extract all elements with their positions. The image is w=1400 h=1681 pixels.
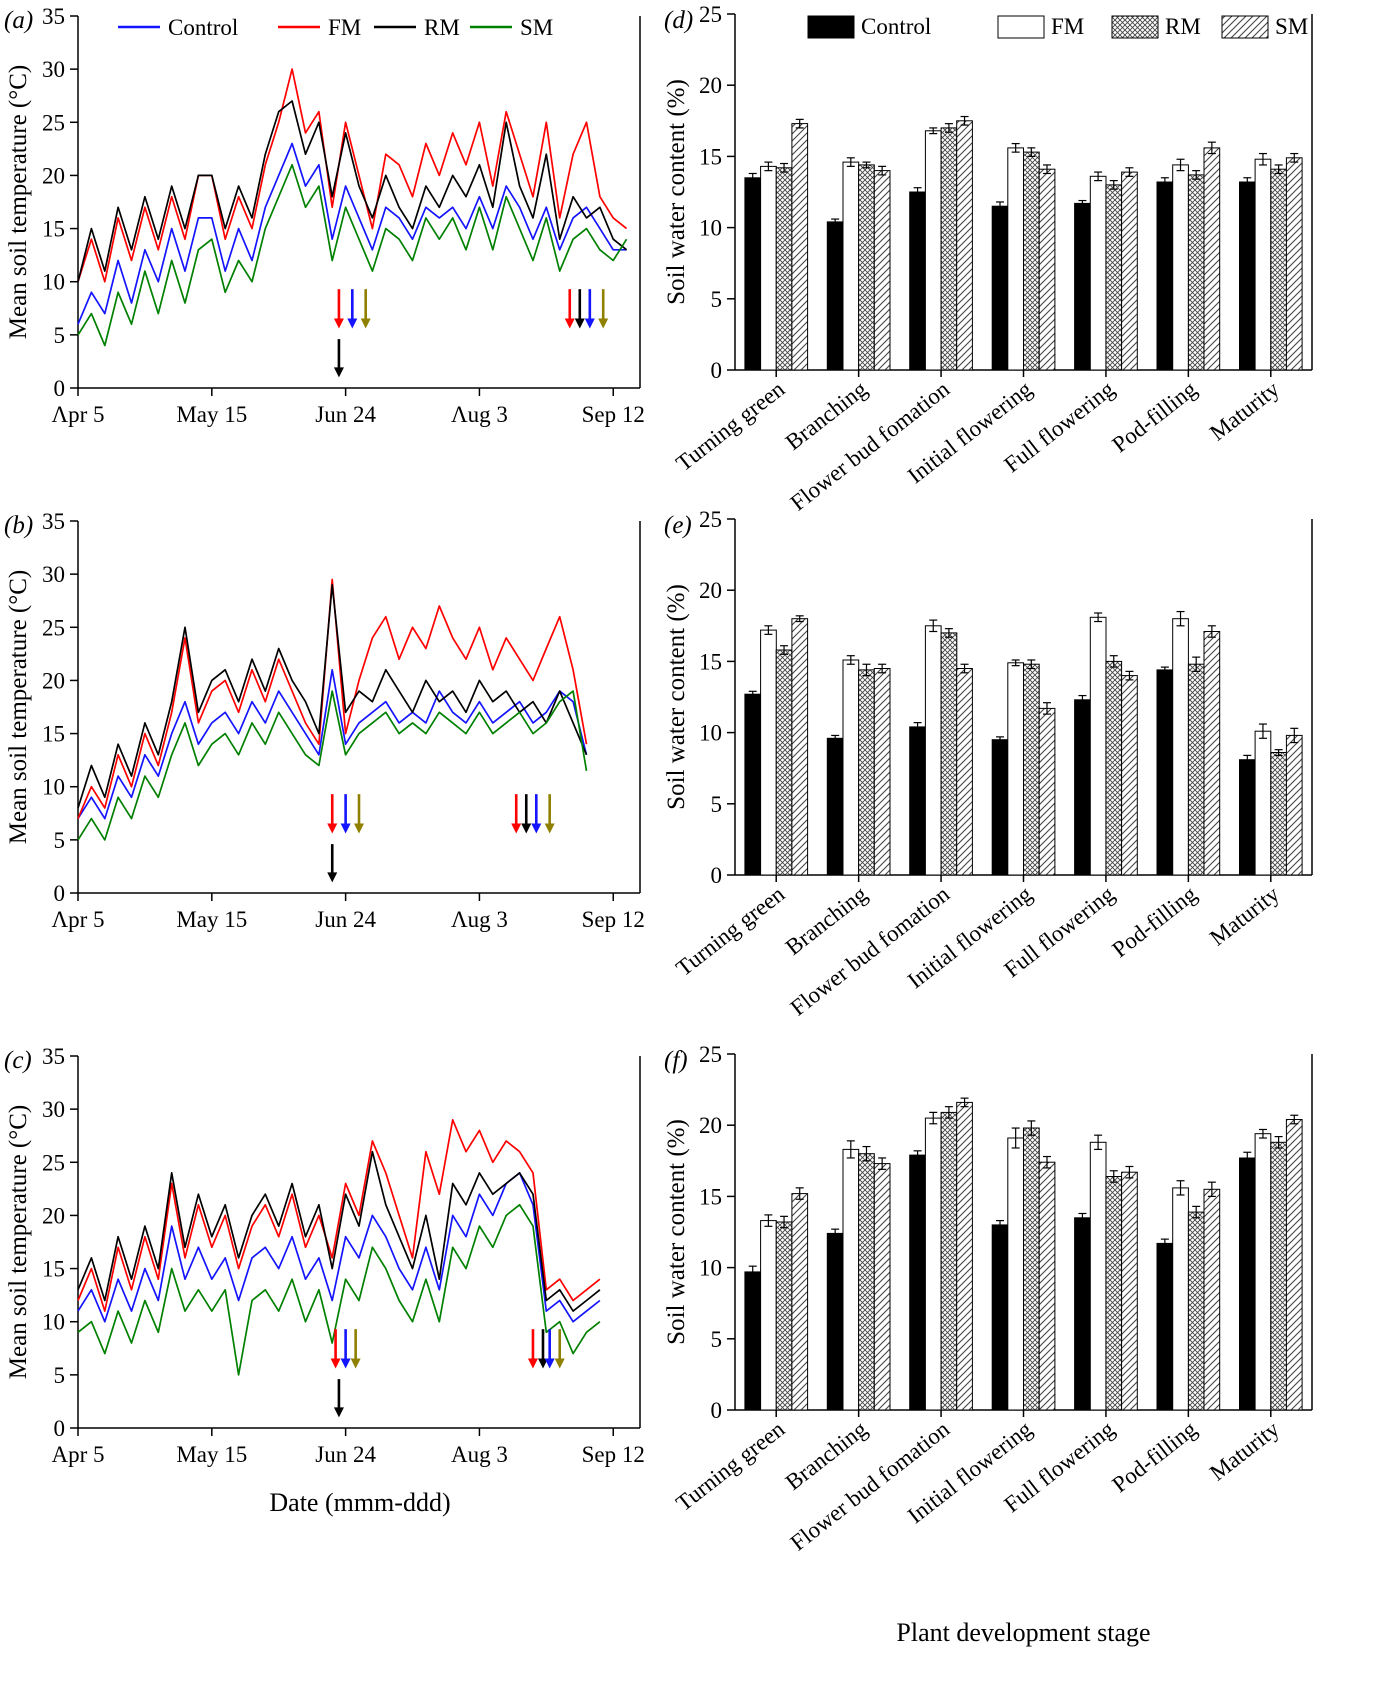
svg-text:May 15: May 15 [176, 1442, 247, 1467]
svg-text:Λpr 5: Λpr 5 [51, 402, 104, 427]
svg-text:Maturity: Maturity [1205, 881, 1284, 951]
svg-text:25: 25 [699, 507, 722, 532]
svg-text:0: 0 [54, 1416, 66, 1441]
svg-text:15: 15 [42, 1257, 65, 1282]
svg-text:Mean soil temperature (°C): Mean soil temperature (°C) [5, 570, 32, 845]
svg-text:Pod-filling: Pod-filling [1108, 881, 1202, 962]
svg-text:5: 5 [711, 1327, 723, 1352]
svg-text:15: 15 [42, 217, 65, 242]
svg-text:10: 10 [699, 1256, 722, 1281]
svg-text:Maturity: Maturity [1205, 1416, 1284, 1486]
svg-text:0: 0 [711, 358, 723, 383]
svg-text:Soil water content (%): Soil water content (%) [663, 79, 690, 305]
svg-text:10: 10 [699, 216, 722, 241]
svg-text:10: 10 [42, 775, 65, 800]
svg-text:20: 20 [699, 578, 722, 603]
svg-text:(a): (a) [4, 7, 33, 34]
svg-text:Sep 12: Sep 12 [582, 402, 645, 427]
svg-text:10: 10 [42, 270, 65, 295]
svg-text:35: 35 [42, 1044, 65, 1069]
svg-text:20: 20 [699, 73, 722, 98]
svg-text:25: 25 [42, 110, 65, 135]
svg-text:Apr 5: Apr 5 [51, 1442, 104, 1467]
svg-text:25: 25 [699, 2, 722, 27]
svg-text:0: 0 [711, 863, 723, 888]
svg-text:FM: FM [1051, 14, 1084, 39]
svg-text:Turning green: Turning green [671, 376, 789, 476]
svg-text:May 15: May 15 [176, 402, 247, 427]
svg-text:(e): (e) [664, 512, 692, 539]
svg-text:Maturity: Maturity [1205, 376, 1284, 446]
svg-text:15: 15 [699, 144, 722, 169]
svg-text:Jun 24: Jun 24 [315, 907, 376, 932]
svg-text:15: 15 [699, 649, 722, 674]
svg-text:25: 25 [42, 615, 65, 640]
svg-text:SM: SM [1275, 14, 1308, 39]
svg-text:15: 15 [42, 722, 65, 747]
svg-text:20: 20 [42, 1203, 65, 1228]
panel-b-soil-temperature-line-chart: 0 5 10 15 20 25 30 35 Λpr 5 May 15 Jun 24 Λug 3 Sep … [4, 509, 645, 932]
svg-text:(c): (c) [4, 1047, 32, 1074]
svg-text:5: 5 [54, 323, 66, 348]
svg-text:Jun 24: Jun 24 [315, 1442, 376, 1467]
svg-text:Sep 12: Sep 12 [582, 1442, 645, 1467]
svg-text:5: 5 [711, 792, 723, 817]
svg-text:15: 15 [699, 1184, 722, 1209]
svg-text:5: 5 [711, 287, 723, 312]
panel-a-soil-temperature-line-chart: 0 5 10 15 20 25 30 35 Λpr 5 May 15 Jun 24 Λug 3 Sep … [4, 4, 645, 427]
svg-text:10: 10 [42, 1310, 65, 1335]
svg-text:Λug 3: Λug 3 [451, 402, 508, 427]
panel-c-soil-temperature-line-chart: 0 5 10 15 20 25 30 35 Apr 5 May 15 Jun 24 Aug 3 Sep … [4, 1044, 645, 1467]
svg-text:FM: FM [328, 15, 361, 40]
svg-text:Soil water content (%): Soil water content (%) [663, 1119, 690, 1345]
svg-text:Sep 12: Sep 12 [582, 907, 645, 932]
svg-text:Λpr 5: Λpr 5 [51, 907, 104, 932]
svg-text:25: 25 [42, 1150, 65, 1175]
svg-text:0: 0 [711, 1398, 723, 1423]
svg-text:30: 30 [42, 562, 65, 587]
svg-text:Pod-filling: Pod-filling [1108, 1416, 1202, 1497]
svg-text:Soil water content (%): Soil water content (%) [663, 584, 690, 810]
svg-text:0: 0 [54, 881, 66, 906]
svg-text:35: 35 [42, 509, 65, 534]
svg-text:RM: RM [424, 15, 460, 40]
svg-text:May 15: May 15 [176, 907, 247, 932]
svg-text:Aug 3: Aug 3 [451, 1442, 508, 1467]
svg-text:(d): (d) [664, 7, 693, 34]
svg-text:30: 30 [42, 57, 65, 82]
svg-text:Mean soil temperature (°C): Mean soil temperature (°C) [5, 65, 32, 340]
svg-text:Control: Control [168, 15, 238, 40]
plant-stage-axis-label: Plant development stage [896, 1618, 1151, 1647]
svg-text:SM: SM [520, 15, 553, 40]
svg-text:Turning green: Turning green [671, 881, 789, 981]
svg-text:5: 5 [54, 828, 66, 853]
svg-text:20: 20 [699, 1113, 722, 1138]
svg-text:20: 20 [42, 668, 65, 693]
svg-text:35: 35 [42, 4, 65, 29]
date-axis-label: Date (mmm-ddd) [269, 1488, 451, 1517]
svg-text:30: 30 [42, 1097, 65, 1122]
svg-text:Control: Control [861, 14, 931, 39]
svg-text:Turning green: Turning green [671, 1416, 789, 1516]
svg-text:5: 5 [54, 1363, 66, 1388]
svg-text:0: 0 [54, 376, 66, 401]
svg-text:Mean soil temperature (°C): Mean soil temperature (°C) [5, 1105, 32, 1380]
svg-text:(f): (f) [664, 1047, 688, 1074]
svg-text:Λug 3: Λug 3 [451, 907, 508, 932]
svg-text:25: 25 [699, 1042, 722, 1067]
svg-text:20: 20 [42, 163, 65, 188]
svg-text:10: 10 [699, 721, 722, 746]
svg-text:Jun 24: Jun 24 [315, 402, 376, 427]
svg-text:(b): (b) [4, 512, 33, 539]
svg-text:RM: RM [1165, 14, 1201, 39]
svg-text:Pod-filling: Pod-filling [1108, 376, 1202, 457]
